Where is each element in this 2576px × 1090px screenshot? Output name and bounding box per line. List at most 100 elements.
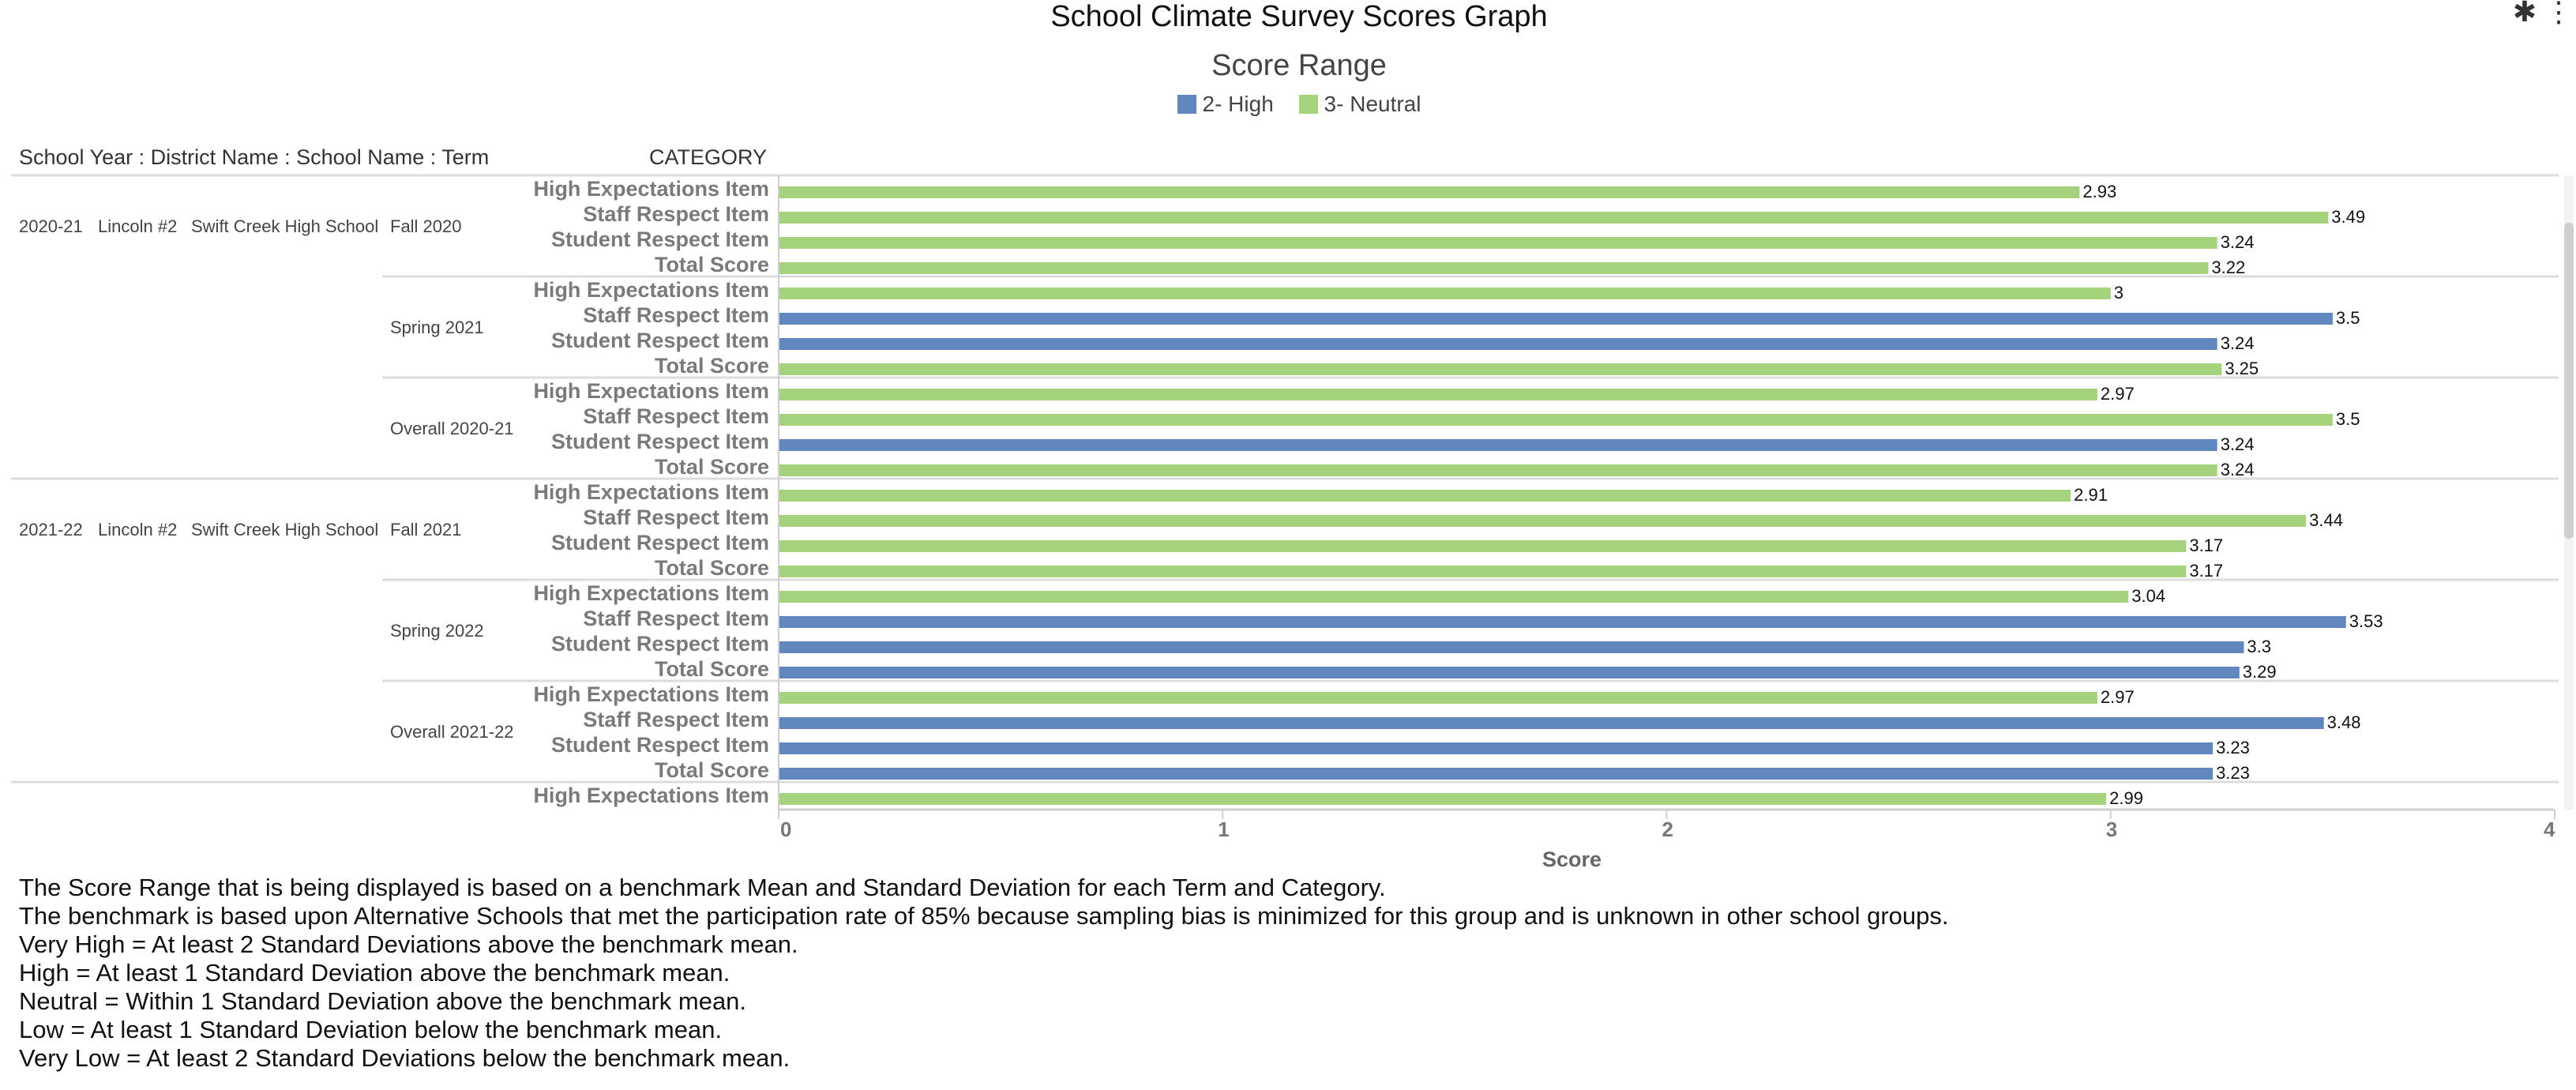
legend-swatch-high (1177, 95, 1196, 114)
bar (779, 566, 2187, 577)
category-label: Total Score (655, 354, 769, 378)
data-label: 2.99 (2109, 788, 2143, 808)
bar (779, 313, 2333, 325)
category-label: Student Respect Item (551, 430, 769, 453)
category-label: Total Score (655, 657, 769, 681)
category-label: Student Respect Item (551, 632, 769, 656)
school-label: Swift Creek High School (191, 216, 378, 236)
category-label: Staff Respect Item (583, 506, 769, 529)
x-tick-label: 1 (1218, 818, 1229, 841)
bar (779, 540, 2187, 552)
bar (779, 768, 2214, 780)
data-label: 3 (2114, 283, 2124, 303)
note-line: The Score Range that is being displayed … (19, 874, 1386, 901)
data-label: 3.17 (2189, 536, 2223, 555)
term-label: Spring 2022 (390, 621, 484, 641)
category-label: High Expectations Item (533, 177, 769, 201)
data-label: 3.53 (2349, 611, 2383, 631)
legend-title: Score Range (1211, 49, 1387, 82)
category-label: Total Score (655, 758, 769, 782)
term-label: Fall 2020 (390, 216, 462, 236)
bar (779, 363, 2222, 375)
row-header-label: School Year : District Name : School Nam… (19, 145, 490, 169)
data-label: 2.91 (2074, 485, 2108, 505)
menu-icon[interactable]: ✱ ⋮ (2512, 0, 2573, 28)
bar (779, 667, 2240, 678)
school-year-label: 2021-22 (19, 520, 83, 539)
bar (779, 389, 2097, 400)
bar (779, 641, 2244, 653)
school-year-label: 2020-21 (19, 216, 83, 236)
bar (779, 717, 2324, 729)
x-tick-label: 0 (780, 818, 791, 841)
category-label: Total Score (655, 253, 769, 276)
notes: The Score Range that is being displayed … (19, 874, 1948, 1073)
data-label: 3.5 (2336, 409, 2360, 429)
bar (779, 793, 2107, 805)
category-label: High Expectations Item (533, 581, 769, 605)
bar (779, 338, 2217, 350)
note-line: Neutral = Within 1 Standard Deviation ab… (19, 987, 747, 1015)
bar (779, 464, 2217, 476)
data-label: 3.48 (2327, 712, 2361, 732)
bar (779, 186, 2080, 198)
bar (779, 414, 2333, 426)
note-line: High = At least 1 Standard Deviation abo… (19, 959, 730, 987)
bar (779, 692, 2097, 704)
legend-label-high: 2- High (1202, 92, 1274, 116)
data-label: 3.24 (2221, 434, 2255, 454)
data-label: 3.04 (2131, 586, 2165, 606)
category-label: Student Respect Item (551, 531, 769, 554)
data-label: 3.23 (2216, 763, 2250, 783)
category-label: High Expectations Item (533, 784, 769, 807)
bar-chart: High Expectations Item 2.93 Staff Respect … (11, 174, 2574, 869)
category-label: High Expectations Item (533, 278, 769, 302)
data-label: 3.3 (2247, 637, 2271, 656)
category-label: Staff Respect Item (583, 202, 769, 226)
category-label: High Expectations Item (533, 480, 769, 504)
legend-item-neutral[interactable]: 3- Neutral (1298, 92, 1421, 117)
bar (779, 288, 2111, 299)
data-label: 3.24 (2221, 460, 2255, 479)
data-label: 3.24 (2221, 333, 2255, 353)
x-tick-label: 3 (2106, 818, 2117, 841)
note-line: Very Low = At least 2 Standard Deviation… (19, 1044, 790, 1072)
bar (779, 742, 2214, 754)
scrollbar-thumb[interactable] (2564, 223, 2574, 539)
legend-label-neutral: 3- Neutral (1324, 92, 1421, 116)
category-label: Staff Respect Item (583, 303, 769, 327)
district-label: Lincoln #2 (98, 520, 177, 539)
category-label: Student Respect Item (551, 227, 769, 251)
category-label: Staff Respect Item (583, 404, 769, 428)
category-label: High Expectations Item (533, 682, 769, 706)
data-label: 3.25 (2225, 359, 2259, 378)
data-label: 3.17 (2189, 561, 2223, 581)
note-line: Very High = At least 2 Standard Deviatio… (19, 930, 798, 958)
district-label: Lincoln #2 (98, 216, 177, 236)
data-label: 3.29 (2243, 662, 2277, 682)
term-label: Overall 2020-21 (390, 419, 514, 438)
note-line: The benchmark is based upon Alternative … (19, 902, 1949, 930)
category-label: Student Respect Item (551, 733, 769, 757)
x-tick-label: 2 (1662, 818, 1673, 841)
bar (779, 262, 2209, 274)
legend-item-high[interactable]: 2- High (1177, 92, 1274, 117)
bar (779, 439, 2217, 451)
data-label: 2.97 (2101, 687, 2135, 707)
category-label: Total Score (655, 455, 769, 479)
school-label: Swift Creek High School (191, 520, 378, 539)
term-label: Overall 2021-22 (390, 722, 514, 742)
data-label: 3.23 (2216, 738, 2250, 757)
data-label: 3.44 (2309, 510, 2343, 530)
category-label: High Expectations Item (533, 379, 769, 403)
data-label: 2.97 (2101, 384, 2135, 404)
bar (779, 515, 2307, 527)
data-label: 3.24 (2221, 232, 2255, 252)
term-label: Fall 2021 (390, 520, 462, 539)
category-label: Total Score (655, 556, 769, 580)
chart-title: School Climate Survey Scores Graph (1050, 0, 1548, 33)
bar (779, 490, 2071, 502)
data-label: 3.22 (2211, 257, 2245, 277)
bar (779, 212, 2329, 224)
category-label: Student Respect Item (551, 329, 769, 352)
